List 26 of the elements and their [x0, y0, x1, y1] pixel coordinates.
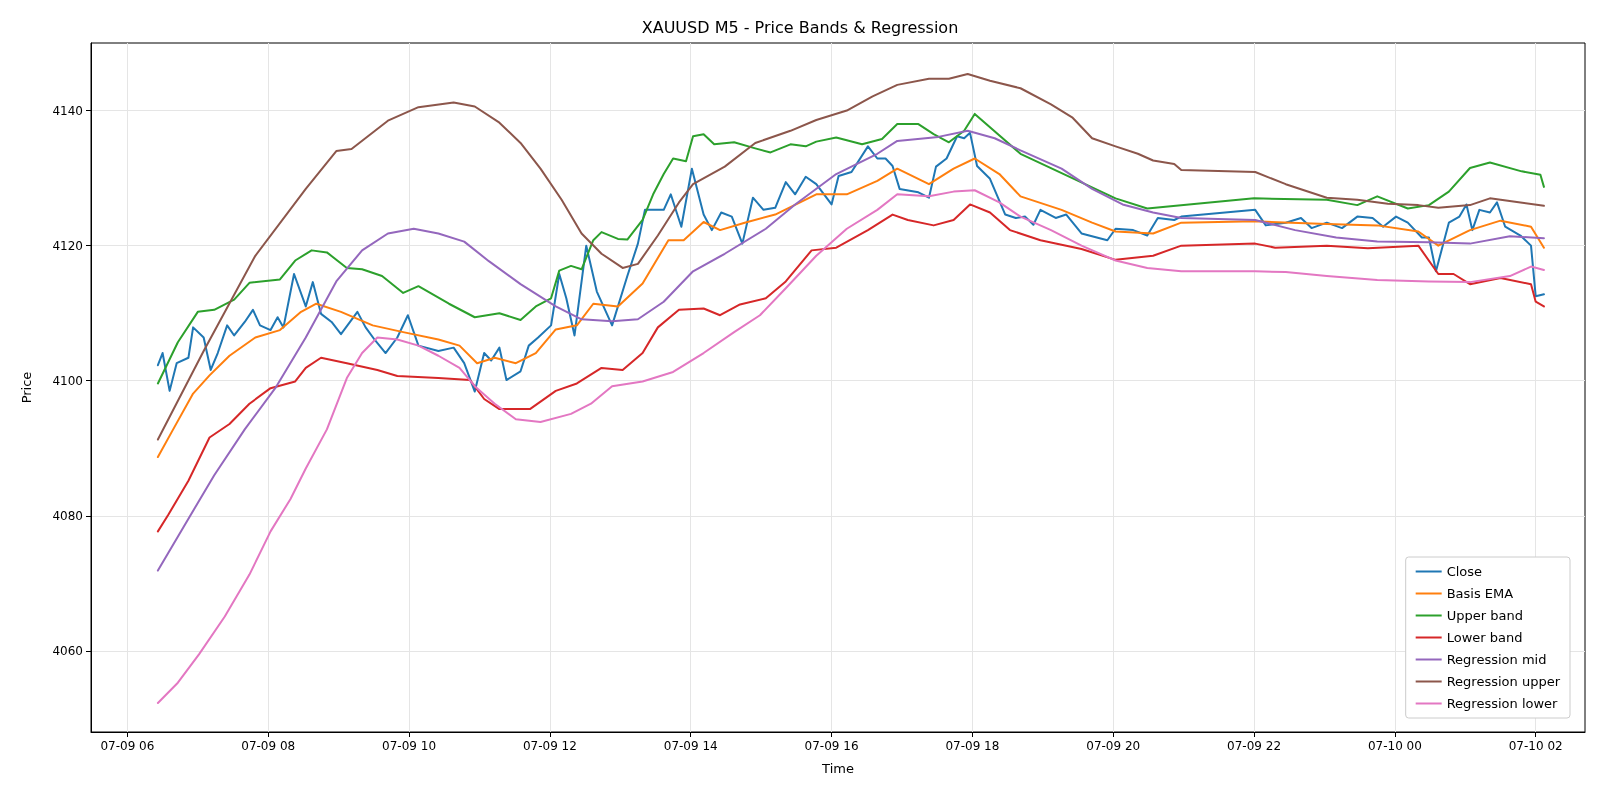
legend-label: Close [1446, 564, 1483, 579]
legend-label: Regression lower [1446, 696, 1559, 711]
legend-label: Regression upper [1446, 674, 1561, 689]
y-tick-label: 4080 [52, 508, 83, 523]
x-tick-label: 07-09 06 [100, 739, 155, 753]
chart-title: XAUUSD M5 - Price Bands & Regression [641, 17, 959, 37]
x-tick-label: 07-09 12 [522, 739, 577, 753]
x-tick-label: 07-09 22 [1227, 739, 1282, 753]
legend-label: Regression mid [1446, 652, 1547, 667]
legend-label: Upper band [1446, 608, 1523, 623]
legend-label: Lower band [1446, 630, 1523, 645]
x-tick-label: 07-09 18 [945, 739, 1000, 753]
y-axis-title: Price [19, 371, 34, 404]
x-tick-label: 07-09 16 [804, 739, 859, 753]
x-axis-title: Time [821, 761, 854, 776]
legend-label: Basis EMA [1446, 586, 1514, 601]
x-tick-label: 07-09 14 [663, 739, 718, 753]
y-tick-label: 4100 [52, 373, 83, 388]
y-tick-label: 4120 [52, 238, 83, 253]
x-tick-label: 07-09 20 [1086, 739, 1141, 753]
x-tick-label: 07-10 02 [1508, 739, 1563, 753]
x-tick-label: 07-10 00 [1367, 739, 1422, 753]
y-tick-label: 4060 [52, 643, 83, 658]
y-tick-label: 4140 [52, 103, 83, 118]
x-tick-label: 07-09 10 [382, 739, 437, 753]
x-tick-label: 07-09 08 [241, 739, 296, 753]
